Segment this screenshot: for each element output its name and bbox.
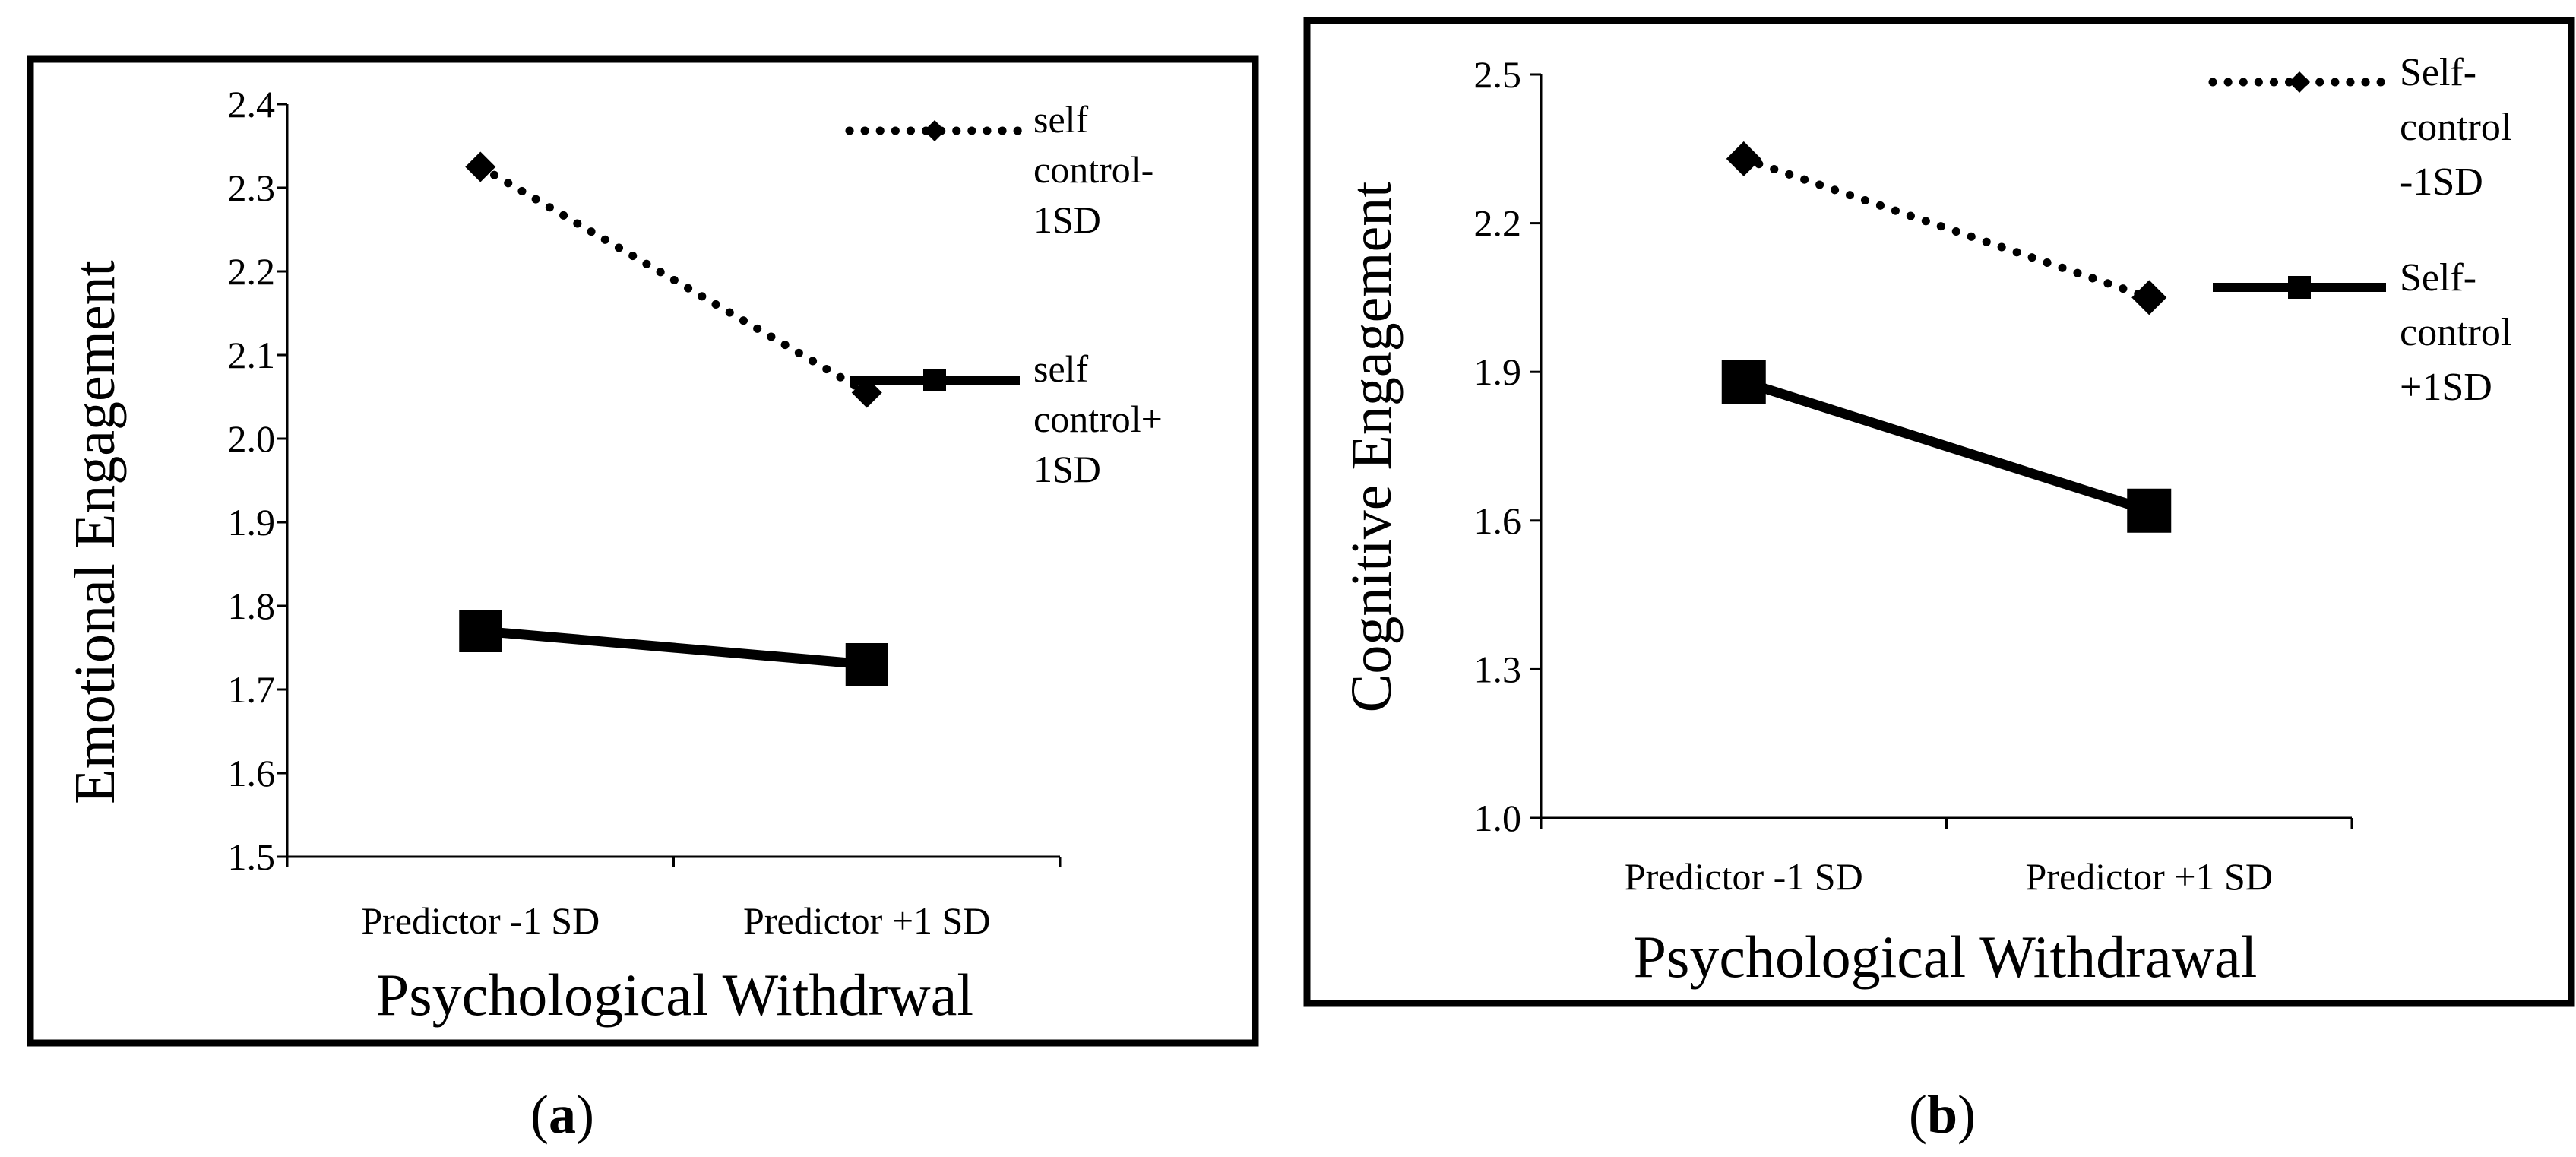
legend-label-1: Self-control -1SD bbox=[2400, 51, 2511, 204]
panel-a-axes bbox=[277, 103, 1062, 867]
series-2-marker-2 bbox=[2127, 488, 2172, 533]
panel-b-y-tick-labels: 1.0 1.3 1.6 1.9 2.2 2.5 bbox=[1474, 53, 1522, 839]
legend-label-line: Self- bbox=[2400, 256, 2476, 300]
legend-label-1: self control- 1SD bbox=[1033, 98, 1154, 241]
panel-b-frame bbox=[1303, 17, 2575, 1007]
panel-b-axes bbox=[1530, 73, 2353, 829]
series-line-1 bbox=[1739, 154, 2154, 302]
series-1-marker-1 bbox=[1726, 141, 1761, 176]
chart-panel-b: 1.01.31.61.92.22.5 Predictor -1 SD Predic… bbox=[1303, 17, 2575, 1007]
legend-label-line: control+ bbox=[1033, 398, 1163, 440]
y-tick-label: 1.9 bbox=[228, 501, 276, 544]
panel-a-y-tick-labels: 1.5 1.6 1.7 1.8 1.9 2.0 2.1 2.2 2.3 2.4 bbox=[228, 83, 276, 878]
y-tick-label: 1.6 bbox=[228, 752, 276, 794]
legend-label-line: self bbox=[1033, 98, 1089, 141]
legend-swatch-marker-1 bbox=[2289, 71, 2310, 93]
series-1-marker-1 bbox=[465, 151, 496, 182]
y-tick-label: 1.5 bbox=[228, 835, 276, 878]
y-tick-label: 1.3 bbox=[1474, 648, 1522, 690]
legend-label-line: -1SD bbox=[2400, 160, 2483, 204]
y-tick-label: 1.0 bbox=[1474, 797, 1522, 839]
legend-swatch-marker-2 bbox=[2288, 276, 2311, 299]
y-tick-label: 2.1 bbox=[228, 334, 276, 376]
y-tick-label: 2.2 bbox=[228, 250, 276, 293]
panel-b-y-axis-label: Cognitive Engagement bbox=[1340, 182, 1404, 713]
panel-a-frame bbox=[27, 55, 1259, 1047]
panel-a-x-tick-labels: Predictor -1 SD Predictor +1 SD bbox=[361, 899, 990, 942]
series-2-marker-2 bbox=[845, 643, 888, 686]
y-tick-label: 2.4 bbox=[228, 83, 276, 125]
y-tick-label: 1.7 bbox=[228, 668, 276, 711]
legend-label-2: Self-control +1SD bbox=[2400, 256, 2511, 409]
y-tick-label: 1.6 bbox=[1474, 499, 1522, 542]
chart-panel-a: 1.5 1.6 1.7 1.8 1.9 2.0 2.1 2.2 2.3 2.4 Predictor… bbox=[27, 55, 1259, 1047]
y-tick-label: 2.5 bbox=[1474, 53, 1522, 96]
x-tick-label: Predictor +1 SD bbox=[2026, 855, 2273, 898]
panel-a-x-axis-label: Psychological Withdrwal bbox=[376, 962, 973, 1028]
series-line-2 bbox=[479, 626, 868, 670]
x-tick-label: Predictor -1 SD bbox=[361, 899, 600, 942]
panel-b-x-tick-labels: Predictor -1 SD Predictor +1 SD bbox=[1625, 855, 2273, 898]
series-1-marker-2 bbox=[2131, 280, 2167, 315]
x-tick-label: Predictor -1 SD bbox=[1625, 855, 1863, 898]
legend-label-line: control bbox=[2400, 106, 2511, 149]
panel-a-series bbox=[459, 151, 888, 686]
legend-swatch-marker-1 bbox=[924, 120, 945, 141]
series-2-marker-1 bbox=[459, 610, 502, 652]
series-1-marker-2 bbox=[851, 377, 882, 408]
legend-label-2: self control+ 1SD bbox=[1033, 347, 1163, 490]
y-tick-label: 2.3 bbox=[228, 166, 276, 209]
series-2-marker-1 bbox=[1721, 360, 1766, 404]
legend-label-line: control bbox=[2400, 311, 2511, 354]
legend-label-line: 1SD bbox=[1033, 198, 1101, 241]
legend-label-line: Self- bbox=[2400, 51, 2476, 94]
legend-label-line: +1SD bbox=[2400, 366, 2492, 409]
y-tick-label: 2.0 bbox=[228, 417, 276, 460]
y-tick-label: 1.8 bbox=[228, 585, 276, 627]
panel-b-legend: Self-control -1SD Self-control +1SD bbox=[2208, 51, 2511, 409]
y-tick-label: 2.2 bbox=[1474, 202, 1522, 245]
series-line-2 bbox=[1742, 377, 2151, 515]
panel-a-legend: self control- 1SD self control+ 1SD bbox=[845, 98, 1163, 490]
panel-b-x-axis-label: Psychological Withdrawal bbox=[1634, 924, 2258, 990]
legend-swatch-marker-2 bbox=[923, 369, 946, 391]
x-tick-label: Predictor +1 SD bbox=[743, 899, 990, 942]
panel-a-y-axis-label: Emotional Engagement bbox=[63, 260, 127, 804]
caption-b: (b) bbox=[1909, 1084, 1976, 1145]
series-line-1 bbox=[476, 163, 872, 397]
legend-label-line: self bbox=[1033, 347, 1089, 390]
panel-b-series bbox=[1721, 141, 2172, 533]
y-tick-label: 1.9 bbox=[1474, 350, 1522, 393]
legend-label-line: 1SD bbox=[1033, 448, 1101, 490]
caption-a: (a) bbox=[530, 1084, 594, 1145]
legend-label-line: control- bbox=[1033, 148, 1154, 191]
